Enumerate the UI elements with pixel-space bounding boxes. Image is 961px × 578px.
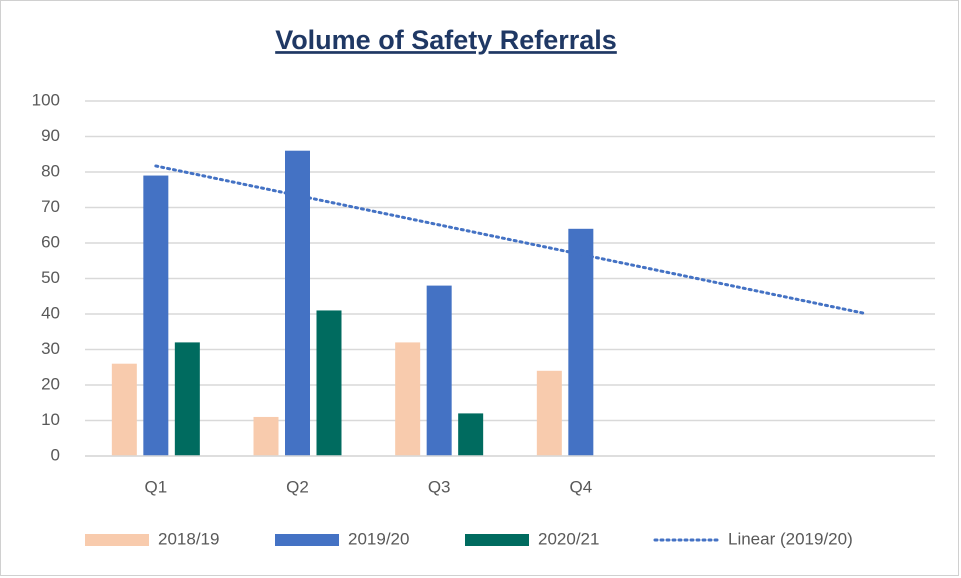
bar [536,370,562,456]
x-tick-label: Q4 [569,477,592,496]
y-tick-label: 70 [41,197,60,216]
y-tick-label: 80 [41,161,60,180]
y-tick-label: 50 [41,268,60,287]
bar [143,175,169,457]
trendline [154,164,866,315]
bar [174,342,200,456]
y-tick-label: 30 [41,339,60,358]
x-tick-label: Q2 [286,477,309,496]
bar [316,310,342,456]
bar [568,228,594,456]
legend-label: 2018/19 [158,529,219,548]
legend-label: 2019/20 [348,529,409,548]
y-tick-label: 40 [41,303,60,322]
bar [253,416,279,456]
y-tick-label: 10 [41,410,60,429]
y-tick-label: 60 [41,232,60,251]
legend-swatch [275,534,339,546]
y-tick-label: 90 [41,126,60,145]
bar [426,285,452,456]
y-tick-label: 100 [32,90,60,109]
legend-swatch [465,534,529,546]
legend-label: Linear (2019/20) [728,529,853,548]
y-tick-label: 20 [41,374,60,393]
legend-label: 2020/21 [538,529,599,548]
x-tick-label: Q1 [144,477,167,496]
x-tick-label: Q3 [428,477,451,496]
y-tick-label: 0 [51,445,60,464]
chart-title: Volume of Safety Referrals [275,25,617,55]
bar [111,363,137,456]
bar [458,413,484,456]
legend-swatch [85,534,149,546]
bar [395,342,421,456]
bar [285,150,310,456]
